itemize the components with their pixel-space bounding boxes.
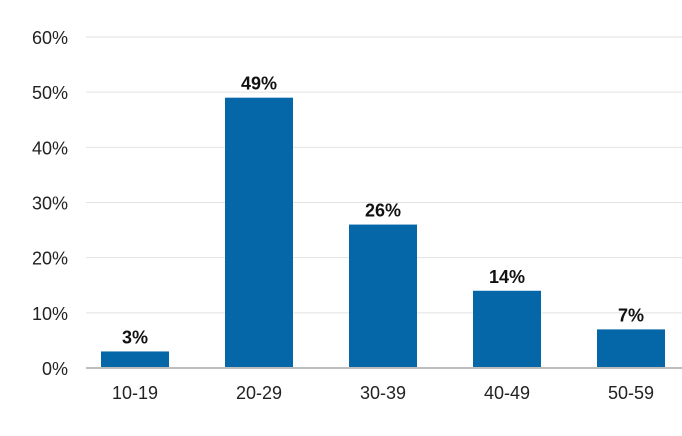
x-tick-label: 20-29: [236, 383, 282, 403]
y-tick-label: 20%: [32, 249, 68, 269]
bar: [101, 351, 169, 368]
y-tick-label: 50%: [32, 83, 68, 103]
y-tick-label: 10%: [32, 304, 68, 324]
bar: [473, 290, 541, 368]
data-label: 3%: [122, 327, 148, 347]
x-tick-label: 50-59: [608, 383, 654, 403]
data-label: 14%: [489, 267, 525, 287]
data-label: 49%: [241, 74, 277, 94]
bar: [349, 224, 417, 368]
data-label: 7%: [618, 305, 644, 325]
y-tick-label: 40%: [32, 138, 68, 158]
data-label: 26%: [365, 201, 401, 221]
x-tick-label: 40-49: [484, 383, 530, 403]
y-tick-label: 60%: [32, 28, 68, 48]
y-tick-label: 30%: [32, 194, 68, 214]
bar: [225, 97, 293, 368]
y-tick-label: 0%: [42, 359, 68, 379]
bar: [597, 329, 665, 368]
x-tick-label: 30-39: [360, 383, 406, 403]
x-tick-label: 10-19: [112, 383, 158, 403]
